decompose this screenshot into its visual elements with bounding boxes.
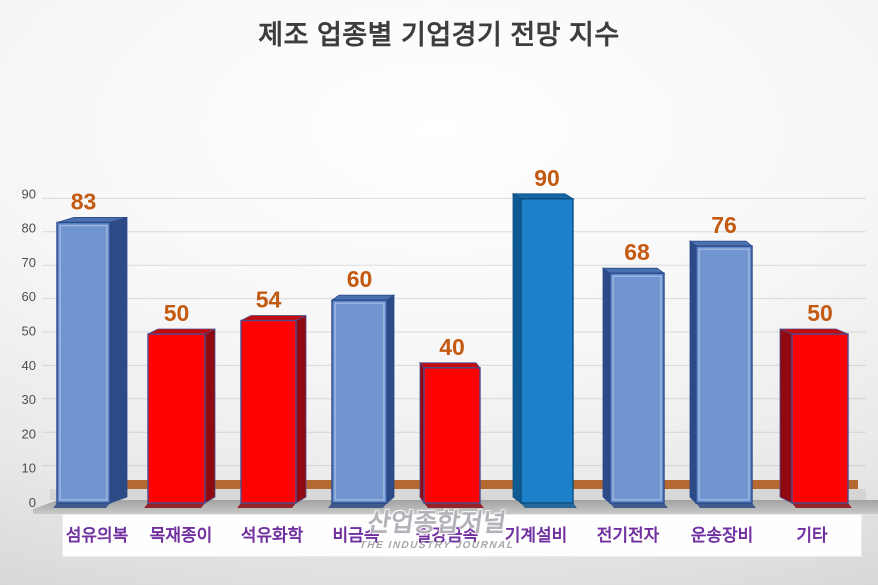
y-axis-tick-label: 60 xyxy=(22,289,36,304)
bar-front-face xyxy=(695,245,753,504)
bar-bottom-bevel xyxy=(328,503,387,508)
category-label: 석유화학 xyxy=(240,526,304,545)
bar-side-face xyxy=(109,216,128,504)
category-label: 목재종이 xyxy=(149,526,213,545)
category-label: 운송장비 xyxy=(690,526,754,545)
y-axis-tick-label: 90 xyxy=(22,186,36,201)
bar-front-face xyxy=(56,221,111,504)
value-label: 50 xyxy=(164,300,190,326)
bar-inner-bevel xyxy=(59,224,108,501)
bar-top-face xyxy=(147,328,216,335)
bar-side-face xyxy=(602,267,611,504)
bar-inner-bevel xyxy=(612,275,662,501)
bar-front-face xyxy=(520,198,574,504)
bar-bottom-bevel xyxy=(144,503,205,508)
bar-side-face xyxy=(295,314,307,504)
bar-side-face xyxy=(204,328,216,504)
bar-bottom-bevel xyxy=(610,503,668,508)
value-label: 50 xyxy=(807,300,833,326)
bar-bottom-bevel xyxy=(792,503,852,508)
category-axis-strip xyxy=(62,514,862,557)
bar-top-face xyxy=(240,315,307,321)
bar-side-face xyxy=(779,328,793,504)
y-axis-tick-label: 70 xyxy=(22,255,36,270)
category-label: 기계설비 xyxy=(504,526,568,545)
chart-title: 제조 업종별 기업경기 전망 지수 xyxy=(258,20,620,50)
category-label: 철강금속 xyxy=(415,526,479,545)
y-axis-tick-label: 80 xyxy=(22,221,36,236)
value-label: 76 xyxy=(711,212,737,238)
bar-front-face xyxy=(240,319,297,504)
bar-front-face xyxy=(331,299,388,504)
category-label: 전기전자 xyxy=(596,526,660,545)
bar-bottom-bevel xyxy=(237,503,296,508)
bar-bottom-bevel xyxy=(521,503,577,508)
bar-bottom-bevel xyxy=(696,503,756,508)
y-axis-tick-label: 20 xyxy=(22,426,36,441)
value-label: 40 xyxy=(439,334,465,360)
y-axis-tick-label: 30 xyxy=(22,392,36,407)
value-label: 68 xyxy=(624,239,650,265)
bar-top-face xyxy=(601,267,666,274)
bar-side-face xyxy=(386,294,395,504)
bar-front-face xyxy=(609,272,665,504)
y-axis-tick-label: 10 xyxy=(22,461,36,476)
bar-front-face xyxy=(423,367,481,504)
y-axis-tick-label: 0 xyxy=(29,495,36,510)
value-label: 83 xyxy=(71,189,97,215)
bar-inner-bevel xyxy=(698,248,750,501)
value-label: 90 xyxy=(534,165,560,191)
bar-side-face xyxy=(512,193,522,504)
bar-top-face xyxy=(511,193,575,200)
bar-side-face xyxy=(689,240,697,504)
category-label: 섬유의복 xyxy=(65,526,129,545)
value-label: 54 xyxy=(256,287,282,313)
bar-top-face xyxy=(419,362,481,369)
y-axis-tick-label: 50 xyxy=(22,324,36,339)
bar-front-face xyxy=(147,333,206,504)
category-label: 비금속 xyxy=(332,526,380,545)
category-label: 기타 xyxy=(796,526,828,545)
bar-top-face xyxy=(688,240,754,247)
value-label: 60 xyxy=(347,266,373,292)
bar-top-face xyxy=(330,294,396,301)
bar-front-face xyxy=(791,333,849,504)
bar-bottom-bevel xyxy=(424,503,484,508)
y-axis-tick-label: 40 xyxy=(22,358,36,373)
bar-inner-bevel xyxy=(334,302,385,501)
bar-bottom-bevel xyxy=(53,503,110,508)
